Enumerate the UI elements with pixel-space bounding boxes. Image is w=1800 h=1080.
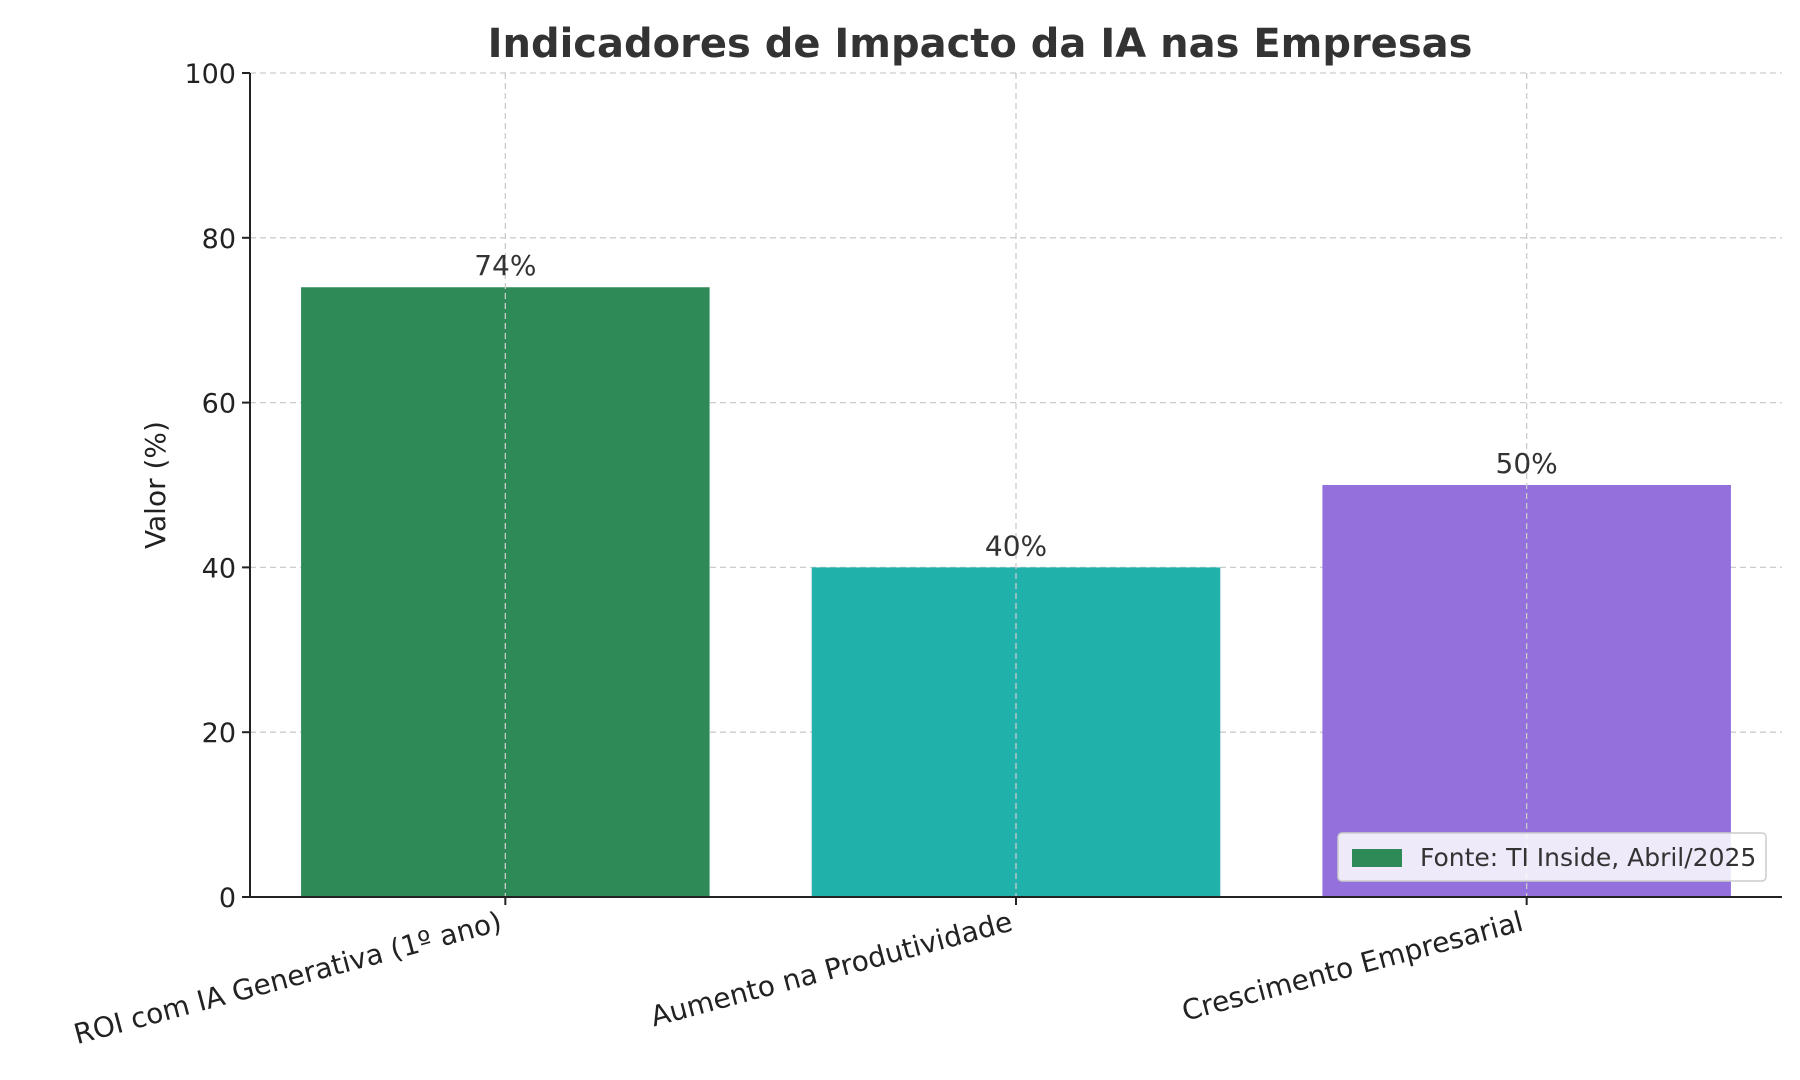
legend-swatch [1352,849,1402,867]
y-tick-label: 20 [202,718,236,749]
x-tick-label: ROI com IA Generativa (1º ano) [70,905,505,1051]
y-tick-label: 0 [219,883,236,914]
y-tick-label: 40 [202,553,236,584]
x-gridlines [504,73,1528,897]
y-tick-label: 80 [202,224,236,255]
data-label: 50% [1496,447,1558,480]
y-tick-label: 60 [202,389,236,420]
y-axis-label: Valor (%) [139,421,172,549]
data-label: 40% [985,529,1047,562]
y-ticks: 0 20 40 60 80 100 [184,59,250,914]
y-tick-label: 100 [184,59,236,90]
legend: Fonte: TI Inside, Abril/2025 [1337,832,1767,882]
bar [811,567,1221,897]
x-tick-label: Aumento na Produtividade [647,905,1016,1033]
legend-box [1337,832,1767,882]
legend-entry: Fonte: TI Inside, Abril/2025 [1420,843,1756,872]
chart-title: Indicadores de Impacto da IA nas Empresa… [488,21,1473,67]
x-tick-label: Crescimento Empresarial [1178,905,1526,1028]
x-ticks: ROI com IA Generativa (1º ano) Aumento na… [70,897,1528,1051]
data-label: 74% [474,249,536,282]
data-labels: 74% 40% 50% [474,249,1558,562]
